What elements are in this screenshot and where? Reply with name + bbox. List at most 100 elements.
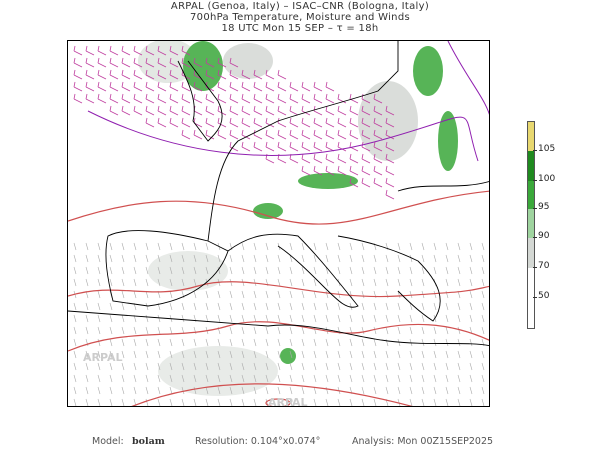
wind-barb bbox=[289, 314, 293, 323]
wind-barb bbox=[145, 326, 149, 335]
wind-barb bbox=[205, 266, 209, 275]
wind-barb bbox=[325, 110, 335, 116]
wind-barb-flag bbox=[217, 57, 220, 64]
wind-barb bbox=[133, 74, 143, 80]
wind-barb bbox=[169, 398, 173, 406]
wind-barb bbox=[97, 98, 107, 104]
wind-barb bbox=[277, 314, 281, 323]
wind-barb-flag bbox=[385, 177, 388, 184]
wind-barb bbox=[301, 290, 305, 299]
wind-barb bbox=[157, 86, 167, 92]
wind-barb bbox=[289, 146, 299, 152]
wind-barb bbox=[445, 338, 449, 347]
wind-barb bbox=[73, 278, 77, 287]
wind-barb-flag bbox=[205, 57, 208, 64]
wind-barb bbox=[457, 302, 461, 311]
wind-barb bbox=[253, 254, 257, 263]
wind-barb-flag bbox=[361, 129, 364, 136]
wind-barb bbox=[397, 386, 401, 395]
wind-barb bbox=[145, 278, 149, 287]
wind-barb bbox=[265, 134, 275, 140]
model-value: bolam bbox=[132, 436, 165, 447]
wind-barb-flag bbox=[373, 177, 376, 184]
wind-barb bbox=[409, 398, 413, 406]
wind-barb bbox=[193, 302, 197, 311]
wind-barb bbox=[205, 62, 215, 68]
wind-barb bbox=[277, 350, 281, 359]
wind-barb-flag bbox=[121, 81, 124, 88]
wind-barb bbox=[265, 98, 275, 104]
wind-barb bbox=[457, 278, 461, 287]
wind-barb bbox=[85, 350, 89, 359]
wind-barb bbox=[313, 254, 317, 263]
wind-barb bbox=[217, 86, 227, 92]
wind-barb-flag bbox=[289, 105, 292, 112]
wind-barb-flag bbox=[181, 93, 184, 100]
wind-barb-flag bbox=[373, 93, 376, 100]
wind-barb bbox=[241, 338, 245, 347]
wind-barb bbox=[385, 326, 389, 335]
wind-barb bbox=[313, 326, 317, 335]
wind-barb bbox=[481, 278, 485, 287]
wind-barb bbox=[325, 122, 335, 128]
wind-barb bbox=[397, 314, 401, 323]
wind-barb bbox=[181, 50, 191, 56]
wind-barb bbox=[97, 338, 101, 347]
wind-barb bbox=[313, 314, 317, 323]
wind-barb bbox=[85, 62, 95, 68]
wind-barb-flag bbox=[145, 57, 148, 64]
wind-barb bbox=[445, 242, 449, 251]
wind-barb bbox=[241, 266, 245, 275]
wind-barb-flag bbox=[109, 81, 112, 88]
wind-barb bbox=[361, 98, 371, 104]
wind-barb bbox=[457, 314, 461, 323]
wind-barb bbox=[97, 374, 101, 383]
wind-barb bbox=[121, 278, 125, 287]
wind-barb bbox=[409, 374, 413, 383]
wind-barb bbox=[157, 278, 161, 287]
wind-barb bbox=[469, 314, 473, 323]
wind-barb bbox=[229, 62, 239, 68]
wind-barb bbox=[217, 122, 227, 128]
wind-barb bbox=[277, 398, 281, 406]
wind-barb bbox=[193, 290, 197, 299]
wind-barb bbox=[349, 314, 353, 323]
wind-barb bbox=[409, 386, 413, 395]
wind-barb bbox=[433, 398, 437, 406]
wind-barb-flag bbox=[145, 93, 148, 100]
wind-barb bbox=[421, 314, 425, 323]
wind-barb bbox=[121, 50, 131, 56]
wind-barb bbox=[193, 254, 197, 263]
wind-barb bbox=[109, 362, 113, 371]
wind-barb bbox=[241, 86, 251, 92]
wind-barb bbox=[73, 242, 77, 251]
colorbar-tick bbox=[533, 267, 537, 268]
wind-barb-flag bbox=[373, 105, 376, 112]
wind-barb bbox=[145, 74, 155, 80]
wind-barb bbox=[121, 302, 125, 311]
wind-barb bbox=[385, 158, 395, 164]
wind-barb-flag bbox=[109, 69, 112, 76]
wind-barb bbox=[169, 374, 173, 383]
wind-barb bbox=[445, 254, 449, 263]
wind-barb bbox=[265, 302, 269, 311]
wind-barb bbox=[361, 326, 365, 335]
wind-barb bbox=[181, 266, 185, 275]
wind-barb bbox=[145, 398, 149, 406]
wind-barb bbox=[73, 86, 83, 92]
wind-barb bbox=[85, 242, 89, 251]
wind-barb bbox=[301, 242, 305, 251]
wind-barb bbox=[121, 338, 125, 347]
wind-barb bbox=[241, 314, 245, 323]
wind-barb-flag bbox=[253, 81, 256, 88]
wind-barb-flag bbox=[265, 93, 268, 100]
wind-barb bbox=[253, 74, 263, 80]
wind-barb-flag bbox=[337, 105, 340, 112]
wind-barb-flag bbox=[361, 105, 364, 112]
wind-barb bbox=[229, 362, 233, 371]
wind-barb-flag bbox=[325, 93, 328, 100]
wind-barb-flag bbox=[349, 105, 352, 112]
wind-barb bbox=[241, 242, 245, 251]
wind-barb bbox=[157, 254, 161, 263]
wind-barb bbox=[169, 242, 173, 251]
